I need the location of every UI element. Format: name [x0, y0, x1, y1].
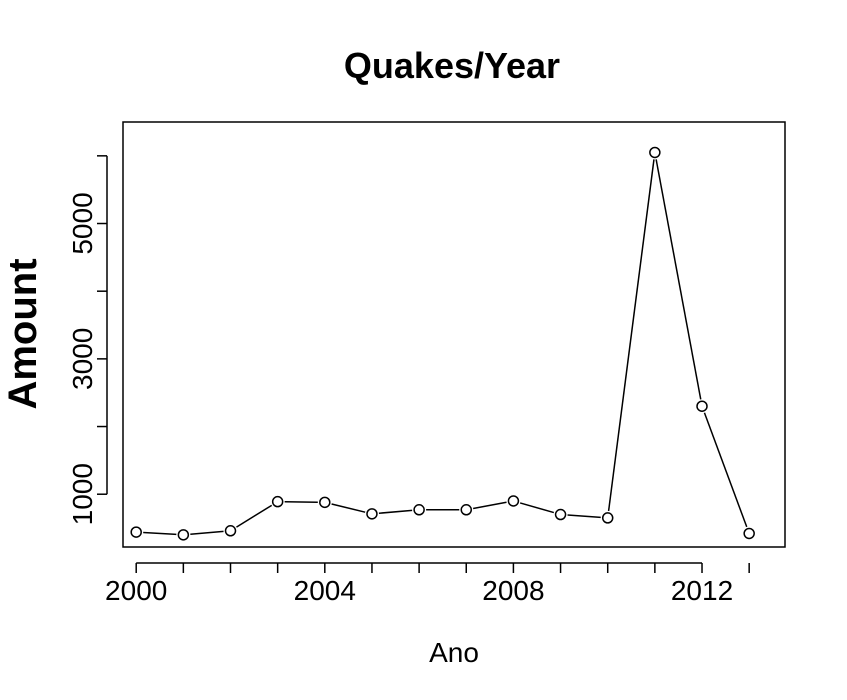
data-point: [177, 529, 190, 541]
y-tick-label: 1000: [67, 463, 98, 525]
x-axis-title: Ano: [429, 637, 479, 668]
series-segment: [473, 501, 507, 510]
data-point: [319, 496, 331, 509]
y-tick-label: 3000: [67, 328, 98, 390]
series-segment: [190, 530, 224, 535]
data-point: [696, 400, 708, 412]
series-segment: [703, 412, 748, 528]
data-point: [224, 525, 237, 537]
plot-frame: [122, 121, 786, 548]
data-point: [366, 508, 378, 520]
data-point: [649, 146, 661, 159]
series-segment: [519, 502, 555, 514]
data-point: [743, 527, 755, 540]
series-segment: [143, 531, 177, 536]
data-point: [130, 526, 142, 538]
x-tick-label: 2000: [105, 575, 167, 606]
y-axis: 1000 3000 5000: [67, 155, 108, 525]
x-tick-label: 2008: [482, 575, 544, 606]
data-point: [601, 512, 614, 524]
x-tick-label: 2012: [671, 575, 733, 606]
series-segment: [236, 504, 273, 528]
data-point: [413, 504, 425, 516]
x-axis: 2000 2004 2008 2012: [105, 562, 750, 606]
y-tick-label: 5000: [67, 192, 98, 254]
x-tick-label: 2004: [294, 575, 356, 606]
y-axis-title: Amount: [1, 258, 45, 409]
data-point: [271, 495, 284, 508]
data-point: [507, 495, 520, 507]
data-point: [460, 504, 473, 516]
series-quakes: [130, 146, 755, 541]
chart-title: Quakes/Year: [344, 45, 560, 86]
series-segment: [567, 514, 601, 519]
series-segment: [655, 159, 702, 400]
series-segment: [607, 159, 655, 512]
series-segment: [378, 509, 413, 514]
series-segment: [331, 503, 366, 513]
data-point: [554, 508, 567, 521]
